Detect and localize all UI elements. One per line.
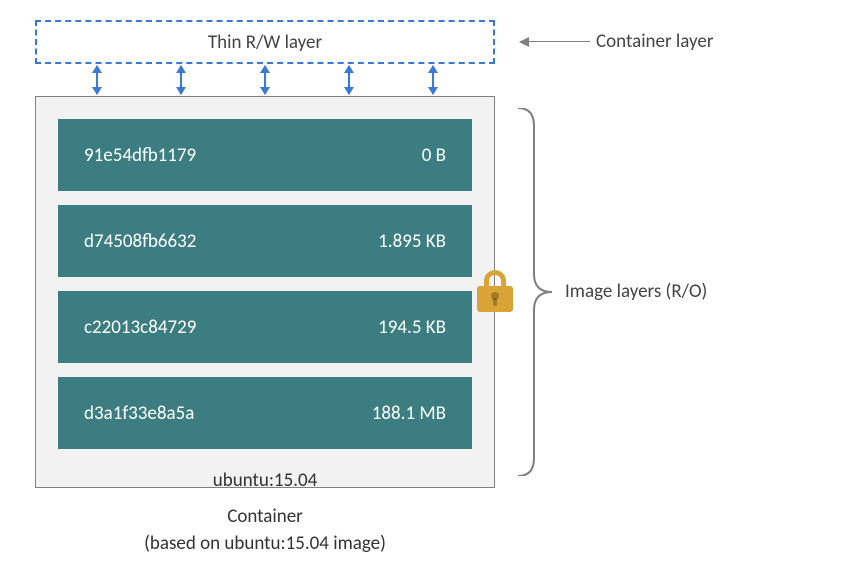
image-layer: d74508fb6632 1.895 KB bbox=[58, 205, 472, 277]
layers-list: 91e54dfb1179 0 B d74508fb6632 1.895 KB c2201… bbox=[58, 119, 472, 449]
image-layers-label: Image layers (R/O) bbox=[565, 280, 707, 303]
arrow-left-icon bbox=[520, 41, 590, 42]
container-box: 91e54dfb1179 0 B d74508fb6632 1.895 KB c2201… bbox=[35, 96, 495, 488]
diagram-stage: Thin R/W layer Container layer 91e54dfb1… bbox=[0, 0, 852, 582]
layer-size: 188.1 MB bbox=[372, 402, 446, 425]
image-tag: ubuntu:15.04 bbox=[58, 463, 472, 502]
image-layer: c22013c84729 194.5 KB bbox=[58, 291, 472, 363]
lock-body bbox=[477, 286, 513, 312]
rw-layer-box: Thin R/W layer bbox=[35, 20, 495, 64]
bidir-arrow-icon bbox=[96, 66, 98, 94]
caption-line1: Container bbox=[35, 504, 495, 531]
layer-size: 1.895 KB bbox=[378, 230, 446, 253]
container-layer-label: Container layer bbox=[596, 30, 713, 53]
lock-keyslot bbox=[493, 298, 497, 306]
layer-id: 91e54dfb1179 bbox=[84, 144, 196, 167]
bidir-arrow-icon bbox=[432, 66, 434, 94]
layer-id: d74508fb6632 bbox=[84, 230, 196, 253]
caption: Container (based on ubuntu:15.04 image) bbox=[35, 504, 495, 557]
bidir-arrow-icon bbox=[180, 66, 182, 94]
layer-id: d3a1f33e8a5a bbox=[84, 402, 194, 425]
bidirectional-arrows bbox=[55, 66, 475, 94]
curly-brace-icon bbox=[516, 108, 566, 476]
image-layer: 91e54dfb1179 0 B bbox=[58, 119, 472, 191]
layer-size: 194.5 KB bbox=[378, 316, 446, 339]
rw-layer-label: Thin R/W layer bbox=[208, 31, 322, 54]
container-layer-annotation: Container layer bbox=[520, 30, 713, 53]
layer-size: 0 B bbox=[422, 144, 446, 167]
layer-id: c22013c84729 bbox=[84, 316, 196, 339]
bidir-arrow-icon bbox=[348, 66, 350, 94]
image-layer: d3a1f33e8a5a 188.1 MB bbox=[58, 377, 472, 449]
bidir-arrow-icon bbox=[264, 66, 266, 94]
caption-line2: (based on ubuntu:15.04 image) bbox=[35, 531, 495, 558]
lock-icon bbox=[477, 270, 513, 312]
